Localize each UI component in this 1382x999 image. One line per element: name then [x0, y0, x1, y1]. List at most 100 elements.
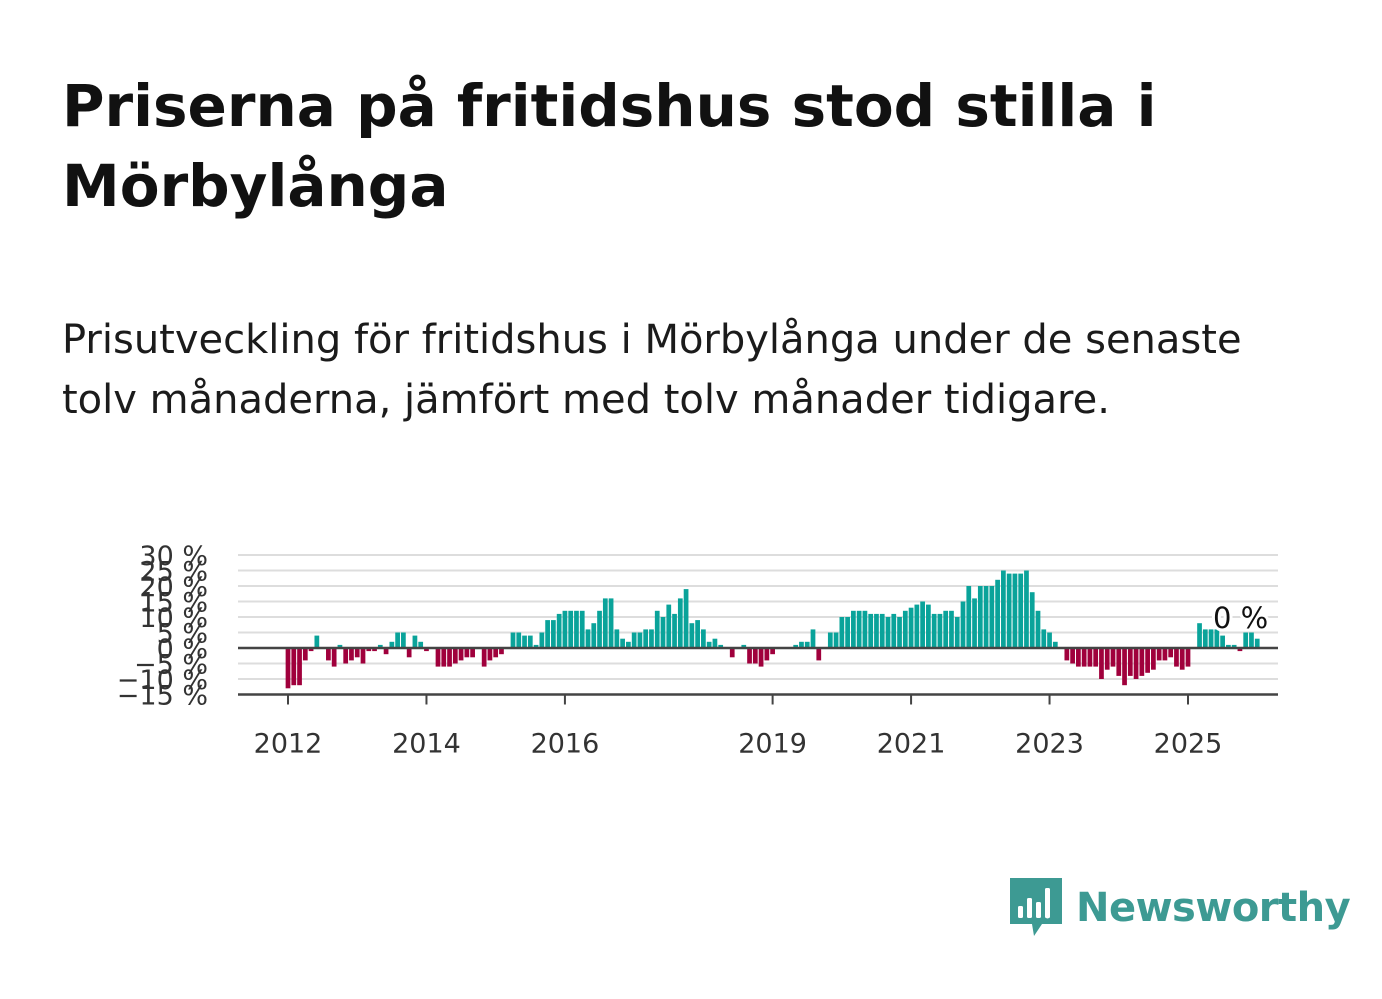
- bar: [1110, 648, 1116, 667]
- bar: [1168, 648, 1174, 658]
- bar: [516, 632, 522, 648]
- bar: [741, 644, 747, 648]
- y-tick-label: −15 %: [117, 681, 208, 712]
- bar: [643, 629, 649, 648]
- bar: [331, 648, 337, 667]
- bar: [1231, 644, 1237, 648]
- bar: [360, 648, 366, 664]
- bar: [856, 610, 862, 648]
- bar: [972, 598, 977, 648]
- x-tick-label: 2016: [531, 729, 600, 760]
- bar: [302, 648, 308, 661]
- bar: [1006, 573, 1012, 648]
- bar: [343, 648, 349, 664]
- bar: [758, 648, 764, 667]
- bar: [637, 632, 643, 648]
- y-tick-label: 15 %: [139, 588, 208, 619]
- bar: [1024, 570, 1029, 648]
- bar: [1226, 644, 1231, 648]
- axes: [238, 646, 1278, 696]
- bar: [960, 601, 966, 648]
- bar: [626, 641, 631, 648]
- bar: [885, 617, 891, 648]
- x-tick-label: 2025: [1154, 729, 1223, 760]
- bar: [879, 613, 885, 648]
- bar: [349, 648, 354, 661]
- bar: [752, 648, 758, 664]
- bar: [983, 586, 989, 648]
- bar: [1001, 570, 1006, 648]
- bar: [839, 617, 845, 648]
- bar: [1093, 648, 1099, 667]
- bar: [793, 644, 799, 648]
- bar: [816, 648, 822, 661]
- y-tick-label: −10 %: [117, 665, 208, 696]
- bar: [285, 648, 291, 689]
- brand-name: Newsworthy: [1076, 885, 1351, 931]
- bar: [695, 620, 700, 648]
- newsworthy-logo-icon: [1010, 878, 1062, 936]
- bar: [493, 648, 499, 658]
- bar: [954, 617, 960, 648]
- bar: [914, 604, 920, 648]
- bar: [891, 613, 897, 648]
- newsworthy-logo[interactable]: Newsworthy: [1010, 878, 1351, 938]
- bar: [383, 648, 389, 655]
- bar: [1104, 648, 1110, 670]
- bar: [458, 648, 464, 661]
- y-tick-label: −5 %: [134, 650, 208, 681]
- bar-chart: −15 %−10 %−5 %0 %5 %10 %15 %20 %25 %30 %…: [117, 541, 1278, 760]
- bar: [464, 648, 470, 658]
- bar: [1047, 632, 1052, 648]
- bar: [1249, 632, 1254, 648]
- bar: [1064, 648, 1070, 661]
- bar: [297, 648, 302, 686]
- gridlines: [238, 554, 1278, 696]
- bar: [579, 610, 585, 648]
- bar: [937, 613, 943, 648]
- bar: [1041, 629, 1047, 648]
- bar: [562, 610, 568, 648]
- bar: [406, 648, 412, 658]
- x-tick-label: 2021: [877, 729, 946, 760]
- bar: [1070, 648, 1075, 664]
- bar: [1185, 648, 1191, 667]
- y-tick-label: 25 %: [139, 557, 208, 588]
- bar: [770, 648, 775, 655]
- bar: [977, 586, 983, 648]
- bar: [672, 613, 677, 648]
- bar: [1162, 648, 1168, 661]
- bar: [764, 648, 770, 661]
- bar: [1076, 648, 1081, 667]
- bar: [527, 635, 533, 648]
- bar: [314, 635, 320, 648]
- bar: [689, 623, 695, 648]
- bar: [539, 632, 545, 648]
- bar: [377, 644, 383, 648]
- bar: [897, 617, 902, 648]
- bar: [424, 648, 429, 652]
- bar: [487, 648, 493, 661]
- bar: [966, 586, 972, 648]
- bar: [677, 598, 683, 648]
- bar: [799, 641, 804, 648]
- bar: [608, 598, 614, 648]
- x-tick-label: 2014: [392, 729, 461, 760]
- bar: [868, 613, 874, 648]
- bar: [481, 648, 487, 667]
- bar: [989, 586, 995, 648]
- y-tick-label: 5 %: [157, 619, 208, 650]
- bar: [874, 613, 879, 648]
- bar: [1035, 610, 1041, 648]
- bar: [1197, 623, 1202, 648]
- bar: [1133, 648, 1139, 679]
- bar: [804, 641, 810, 648]
- bar: [729, 648, 735, 658]
- bar: [418, 641, 424, 648]
- bar: [851, 610, 856, 648]
- bar: [1174, 648, 1179, 667]
- bar: [908, 607, 914, 648]
- bar: [1099, 648, 1104, 679]
- bar: [1139, 648, 1145, 676]
- bar: [810, 629, 816, 648]
